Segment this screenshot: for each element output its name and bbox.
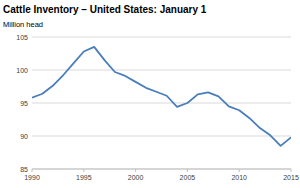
x-tick-label: 1995 xyxy=(76,174,92,181)
grid-line xyxy=(32,136,291,137)
x-tick xyxy=(187,169,188,172)
y-tick-label: 100 xyxy=(16,67,28,74)
x-tick-label: 2005 xyxy=(180,174,196,181)
x-tick xyxy=(32,169,33,172)
grid-line xyxy=(32,103,291,104)
x-tick-label: 2010 xyxy=(231,174,247,181)
grid-line xyxy=(32,70,291,71)
x-tick-label: 2015 xyxy=(283,174,299,181)
x-tick xyxy=(135,169,136,172)
y-tick-label: 85 xyxy=(20,166,28,173)
x-tick xyxy=(291,169,292,172)
x-tick xyxy=(239,169,240,172)
y-tick-label: 105 xyxy=(16,34,28,41)
y-tick-label: 90 xyxy=(20,133,28,140)
chart: Cattle Inventory – United States: Januar… xyxy=(0,0,300,188)
grid-line xyxy=(32,169,291,170)
data-line xyxy=(32,47,291,146)
subtitle: Million head xyxy=(3,20,43,29)
x-tick xyxy=(83,169,84,172)
x-tick-label: 2000 xyxy=(128,174,144,181)
x-axis xyxy=(32,169,291,170)
grid-line xyxy=(32,37,291,38)
x-tick-label: 1990 xyxy=(24,174,40,181)
y-tick-label: 95 xyxy=(20,100,28,107)
title: Cattle Inventory – United States: Januar… xyxy=(3,4,207,15)
plot-area xyxy=(32,47,291,146)
